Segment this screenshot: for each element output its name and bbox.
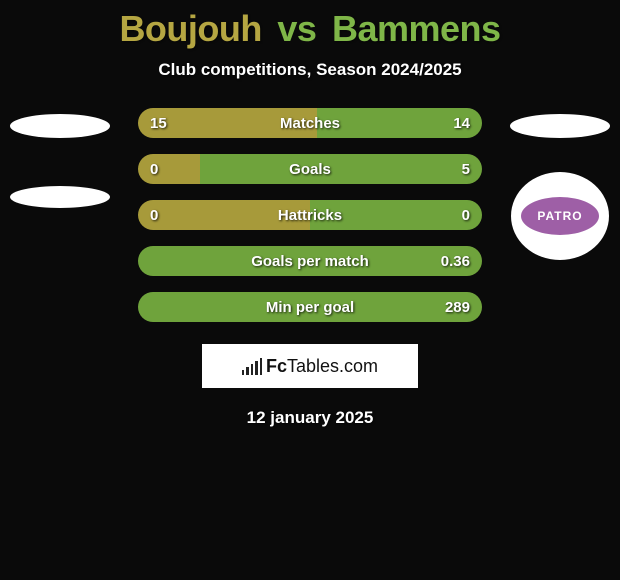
- comparison-panel: PATRO Matches1514Goals05Hattricks00Goals…: [0, 108, 620, 428]
- stat-bar-right-fill: [200, 154, 482, 184]
- stat-bar-left-fill: [138, 154, 200, 184]
- crest-right-2: PATRO: [511, 172, 609, 260]
- patro-badge: PATRO: [519, 195, 601, 237]
- fctables-logo: FcTables.com: [202, 344, 418, 388]
- stat-value-right: 14: [453, 108, 470, 138]
- stat-bar: Goals per match0.36: [138, 246, 482, 276]
- crest-left-1: [10, 114, 110, 138]
- stat-bar: Min per goal289: [138, 292, 482, 322]
- vs-text: vs: [277, 8, 316, 49]
- snapshot-date: 12 january 2025: [0, 408, 620, 428]
- stat-bar-right-fill: [310, 200, 482, 230]
- stat-value-right: 5: [462, 154, 470, 184]
- stat-value-left: 0: [150, 200, 158, 230]
- player1-name: Boujouh: [119, 8, 261, 49]
- stat-bars: Matches1514Goals05Hattricks00Goals per m…: [138, 108, 482, 322]
- left-crests: [0, 108, 120, 208]
- stat-value-left: 0: [150, 154, 158, 184]
- player2-name: Bammens: [332, 8, 501, 49]
- page-title: Boujouh vs Bammens: [0, 0, 620, 50]
- crest-right-1: [510, 114, 610, 138]
- chart-icon: [242, 357, 262, 375]
- stat-bar: Goals05: [138, 154, 482, 184]
- stat-value-right: 0.36: [441, 246, 470, 276]
- patro-badge-text: PATRO: [537, 209, 582, 223]
- stat-value-right: 0: [462, 200, 470, 230]
- stat-bar-left-fill: [138, 200, 310, 230]
- stat-bar: Matches1514: [138, 108, 482, 138]
- stat-bar-right-fill: [138, 246, 482, 276]
- stat-bar-right-fill: [138, 292, 482, 322]
- right-crests: PATRO: [500, 108, 620, 260]
- stat-value-left: 15: [150, 108, 167, 138]
- crest-left-2: [10, 186, 110, 208]
- logo-suffix: Tables.com: [287, 356, 378, 376]
- logo-prefix: Fc: [266, 356, 287, 376]
- subtitle: Club competitions, Season 2024/2025: [0, 60, 620, 80]
- logo-text: FcTables.com: [266, 356, 378, 377]
- stat-bar: Hattricks00: [138, 200, 482, 230]
- stat-value-right: 289: [445, 292, 470, 322]
